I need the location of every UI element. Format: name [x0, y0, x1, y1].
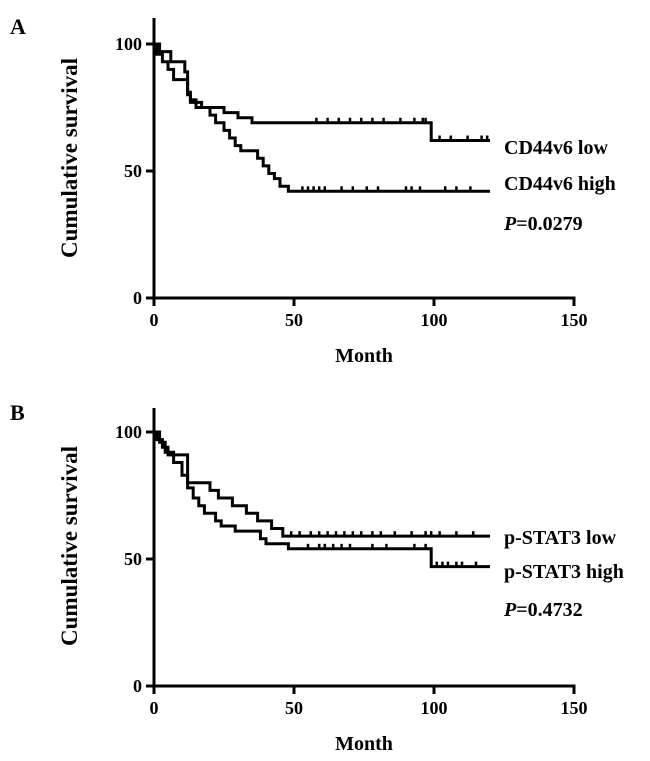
p-symbol: P: [503, 599, 517, 621]
p-value-text: =0.0279: [516, 213, 582, 235]
x-tick-label: 50: [285, 698, 303, 718]
series-line-cd44v6-low: [154, 42, 490, 142]
y-tick-label: 0: [133, 288, 142, 308]
y-tick-label: 0: [133, 676, 142, 696]
panel-b-xlabel: Month: [335, 733, 393, 755]
series-line-p-stat3-high: [154, 430, 490, 569]
x-tick-label: 100: [421, 698, 448, 718]
x-tick-label: 150: [561, 698, 588, 718]
panel-a-ylabel: Cumulative survival: [57, 58, 82, 258]
legend-cd44v6-high: CD44v6 high: [504, 173, 616, 195]
y-tick-label: 100: [115, 422, 142, 442]
plot-area-a: 0 50 100 150 0 50 100: [115, 18, 588, 330]
legend-pstat3-high: p-STAT3 high: [504, 561, 624, 583]
series-line-cd44v6-high: [154, 42, 490, 193]
panel-b-p-value: P=0.4732: [503, 599, 583, 621]
panel-a-xlabel: Month: [335, 345, 393, 367]
panel-a-p-value: P=0.0279: [503, 213, 583, 235]
p-value-text: =0.4732: [516, 599, 582, 621]
panel-a-label: A: [10, 14, 26, 39]
legend-pstat3-low: p-STAT3 low: [504, 527, 617, 549]
panel-b-ylabel: Cumulative survival: [57, 446, 82, 646]
y-tick-label: 50: [124, 549, 142, 569]
x-tick-label: 0: [150, 310, 159, 330]
x-tick-label: 150: [561, 310, 588, 330]
series-line-p-stat3-low: [154, 430, 490, 538]
panel-b-label: B: [10, 400, 25, 425]
x-tick-label: 0: [150, 698, 159, 718]
plot-area-b: 0 50 100 150 0 50 100: [115, 408, 588, 718]
panel-a: A Cumulative survival Month CD44v6 low C…: [10, 14, 616, 367]
legend-cd44v6-low: CD44v6 low: [504, 137, 608, 159]
y-tick-label: 50: [124, 161, 142, 181]
panel-b: B Cumulative survival Month p-STAT3 low …: [10, 400, 624, 755]
y-tick-label: 100: [115, 34, 142, 54]
x-tick-label: 50: [285, 310, 303, 330]
x-tick-label: 100: [421, 310, 448, 330]
p-symbol: P: [503, 213, 517, 235]
